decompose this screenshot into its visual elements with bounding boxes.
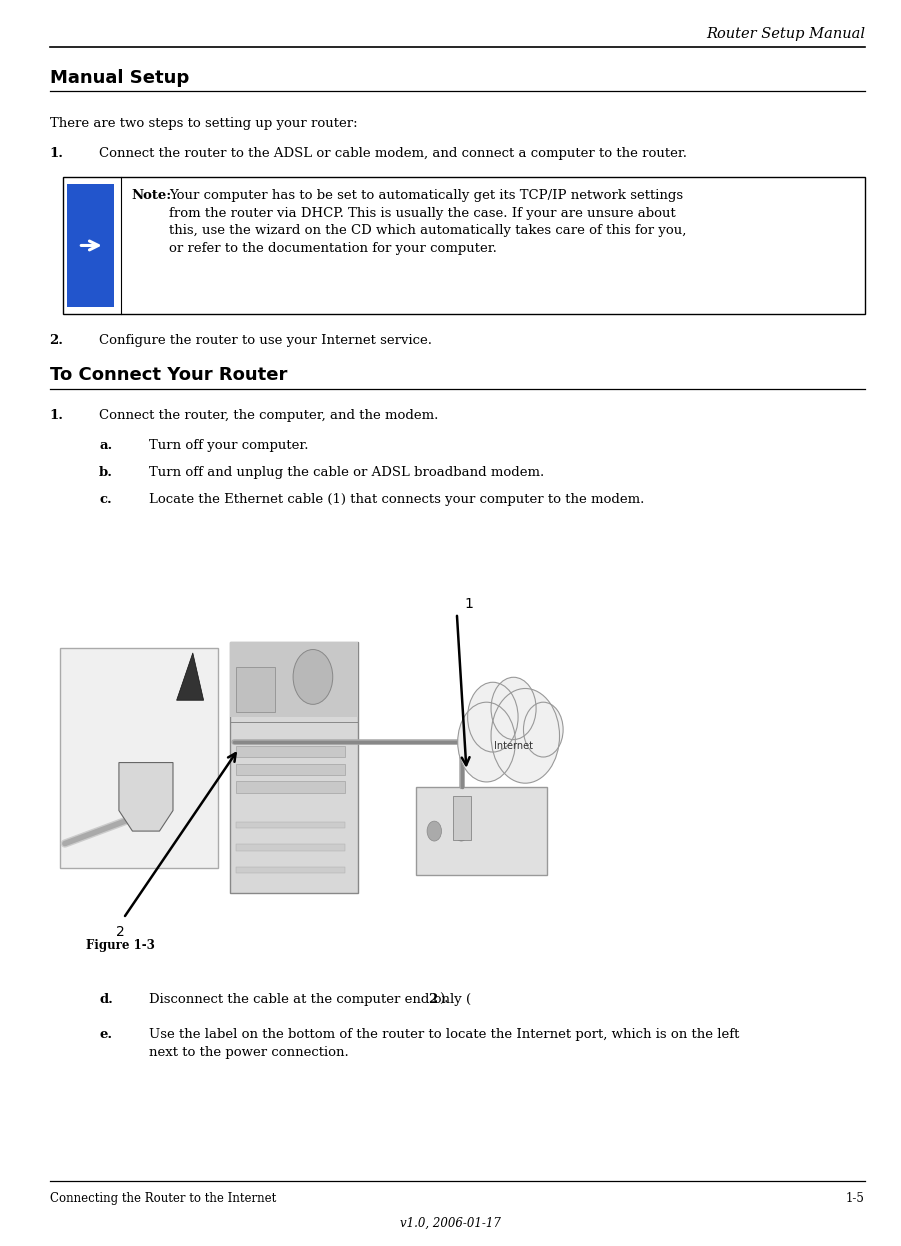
Circle shape	[491, 678, 536, 740]
Text: Connect the router to the ADSL or cable modem, and connect a computer to the rou: Connect the router to the ADSL or cable …	[99, 147, 687, 159]
Text: a.: a.	[99, 439, 113, 451]
Text: 1: 1	[464, 597, 473, 611]
Bar	[236, 821, 345, 827]
Text: 1.: 1.	[50, 409, 64, 421]
Text: Locate the Ethernet cable (1) that connects your computer to the modem.: Locate the Ethernet cable (1) that conne…	[149, 493, 644, 506]
Text: There are two steps to setting up your router:: There are two steps to setting up your r…	[50, 117, 357, 130]
Text: Figure 1-3: Figure 1-3	[86, 939, 154, 952]
Text: Your computer has to be set to automatically get its TCP/IP network settings
fro: Your computer has to be set to automatic…	[169, 189, 687, 255]
Circle shape	[458, 703, 515, 782]
Bar	[236, 781, 345, 792]
Bar	[230, 642, 358, 718]
Circle shape	[523, 703, 563, 758]
Circle shape	[427, 821, 441, 841]
Text: Turn off and unplug the cable or ADSL broadband modem.: Turn off and unplug the cable or ADSL br…	[149, 466, 544, 478]
Bar	[236, 764, 345, 775]
Text: To Connect Your Router: To Connect Your Router	[50, 366, 287, 384]
Bar	[236, 746, 345, 758]
Text: Turn off your computer.: Turn off your computer.	[149, 439, 308, 451]
Text: Disconnect the cable at the computer end only (: Disconnect the cable at the computer end…	[149, 993, 471, 1006]
Bar	[63, 177, 865, 314]
Text: 1.: 1.	[50, 147, 64, 159]
Text: v1.0, 2006-01-17: v1.0, 2006-01-17	[400, 1217, 501, 1230]
Text: 2.: 2.	[50, 334, 64, 346]
Text: c.: c.	[99, 493, 112, 506]
Text: Use the label on the bottom of the router to locate the Internet port, which is : Use the label on the bottom of the route…	[149, 1028, 739, 1059]
Text: 2: 2	[428, 993, 437, 1006]
Circle shape	[468, 683, 518, 753]
Text: Configure the router to use your Internet service.: Configure the router to use your Interne…	[99, 334, 432, 346]
Text: Note:: Note:	[132, 189, 172, 202]
Text: 2: 2	[116, 925, 125, 938]
Text: Connect the router, the computer, and the modem.: Connect the router, the computer, and th…	[99, 409, 439, 421]
Bar	[236, 845, 345, 851]
Bar	[236, 867, 345, 873]
Text: 1-5: 1-5	[846, 1192, 865, 1205]
Circle shape	[293, 649, 332, 704]
Bar	[416, 787, 547, 875]
Text: ).: ).	[439, 993, 448, 1006]
Text: e.: e.	[99, 1028, 113, 1040]
Text: Internet: Internet	[494, 741, 533, 751]
Text: Manual Setup: Manual Setup	[50, 69, 189, 86]
Bar	[230, 642, 358, 893]
Text: d.: d.	[99, 993, 113, 1006]
Circle shape	[454, 821, 469, 841]
Polygon shape	[119, 763, 173, 831]
Text: Connecting the Router to the Internet: Connecting the Router to the Internet	[50, 1192, 276, 1205]
Bar	[453, 796, 471, 840]
Text: b.: b.	[99, 466, 114, 478]
Bar	[67, 184, 114, 307]
Bar	[236, 667, 275, 713]
Circle shape	[491, 689, 560, 784]
Text: Router Setup Manual: Router Setup Manual	[706, 27, 865, 41]
Polygon shape	[177, 653, 204, 700]
Bar	[60, 648, 218, 868]
